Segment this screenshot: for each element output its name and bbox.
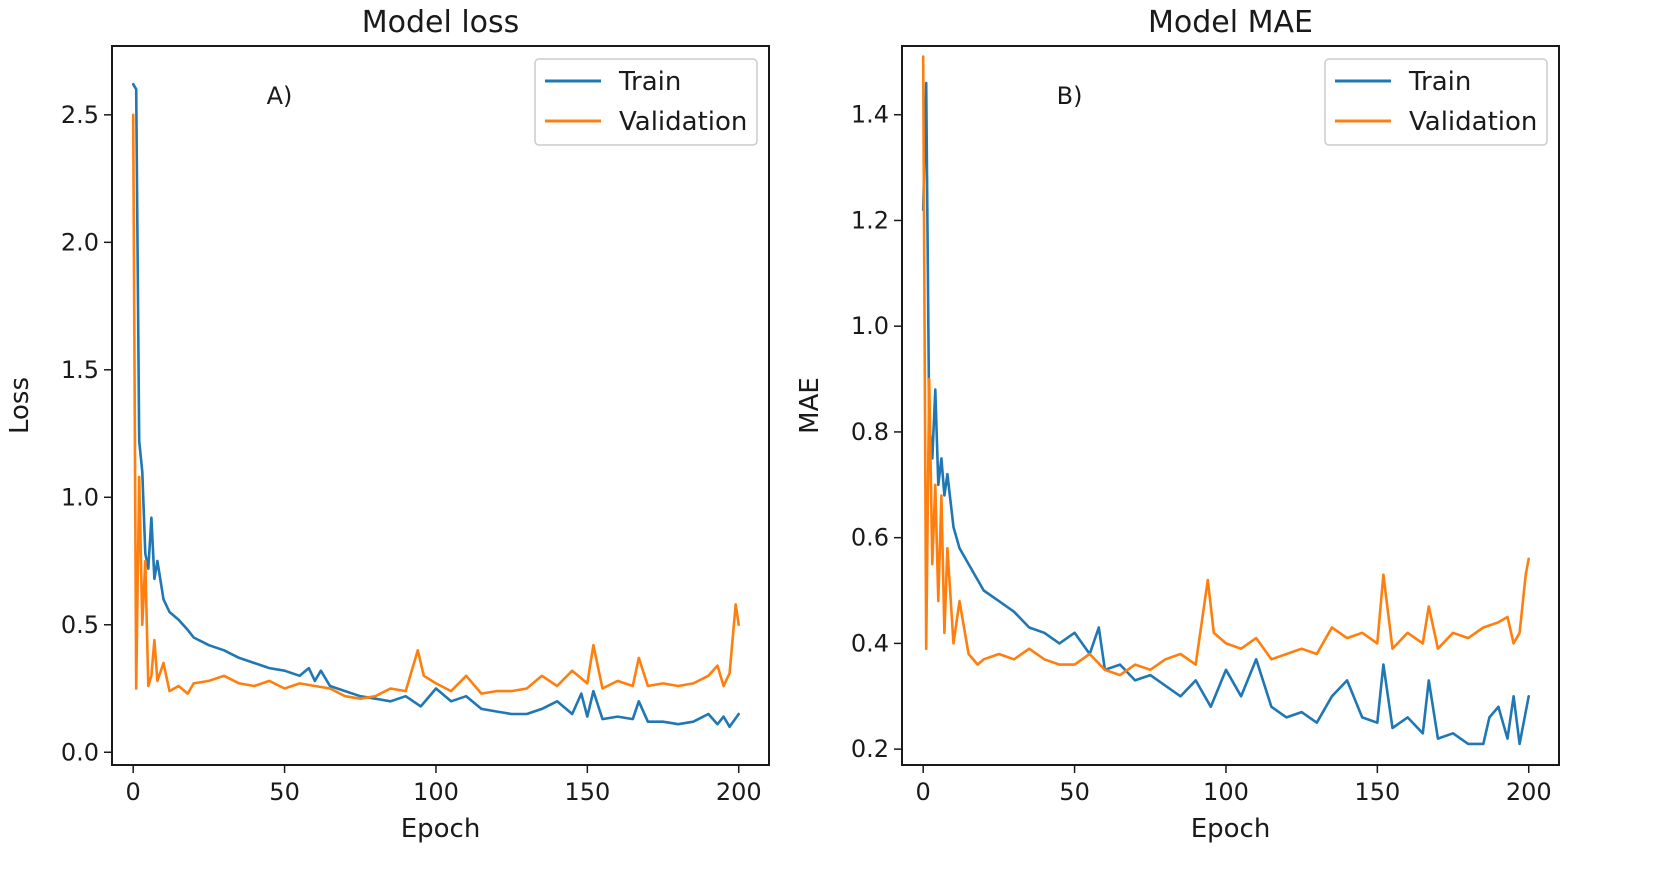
- series-group: [921, 55, 1530, 746]
- y-tick-label: 1.0: [851, 312, 889, 340]
- y-axis-label: MAE: [795, 377, 825, 434]
- series-line-train: [131, 82, 741, 729]
- y-tick-label: 0.5: [61, 611, 99, 639]
- x-tick-label: 50: [269, 778, 300, 806]
- x-tick-label: 0: [916, 778, 931, 806]
- panel-label: A): [267, 82, 293, 110]
- x-tick-label: 150: [564, 778, 610, 806]
- y-tick-label: 0.6: [851, 524, 889, 552]
- legend-label-train: Train: [1408, 67, 1471, 97]
- y-tick-label: 1.2: [851, 206, 889, 234]
- y-tick-label: 2.0: [61, 228, 99, 256]
- y-tick-label: 0.8: [851, 418, 889, 446]
- x-tick-label: 150: [1354, 778, 1400, 806]
- series-line-validation: [131, 113, 741, 701]
- series-line-train: [921, 81, 1530, 746]
- plot-frame: [901, 45, 1560, 766]
- y-tick-label: 1.4: [851, 101, 889, 129]
- y-tick-label: 2.5: [61, 101, 99, 129]
- y-tick-label: 1.0: [61, 483, 99, 511]
- chart-title: Model MAE: [1148, 5, 1313, 40]
- plot-frame: [111, 45, 770, 766]
- legend-label-validation: Validation: [1409, 107, 1537, 137]
- chart-title: Model loss: [362, 5, 520, 40]
- legend: Train Validation: [534, 58, 758, 146]
- y-tick-label: 0.4: [851, 629, 889, 657]
- y-tick-label: 0.0: [61, 738, 99, 766]
- x-tick-label: 100: [1203, 778, 1249, 806]
- x-axis-label: Epoch: [401, 814, 481, 844]
- x-axis-label: Epoch: [1191, 814, 1271, 844]
- chart-mae: Model MAE 0 50 100 150 200 0.2 0.4 0.6 0.8 1.0 1.2 1…: [795, 5, 1560, 844]
- y-tick-label: 0.2: [851, 735, 889, 763]
- x-tick-label: 200: [716, 778, 762, 806]
- x-tick-label: 0: [126, 778, 141, 806]
- y-axis-label: Loss: [5, 377, 35, 434]
- legend-label-validation: Validation: [619, 107, 747, 137]
- y-tick-label: 1.5: [61, 356, 99, 384]
- legend: Train Validation: [1324, 58, 1548, 146]
- x-tick-label: 200: [1506, 778, 1552, 806]
- series-group: [131, 82, 741, 729]
- panel-label: B): [1057, 82, 1083, 110]
- x-tick-label: 50: [1059, 778, 1090, 806]
- legend-label-train: Train: [618, 67, 681, 97]
- chart-loss: Model loss 0 50 100 150 200 0.0 0.5 1.0 1.5 2.0 2.5…: [5, 5, 770, 844]
- x-tick-label: 100: [413, 778, 459, 806]
- series-line-validation: [921, 55, 1530, 677]
